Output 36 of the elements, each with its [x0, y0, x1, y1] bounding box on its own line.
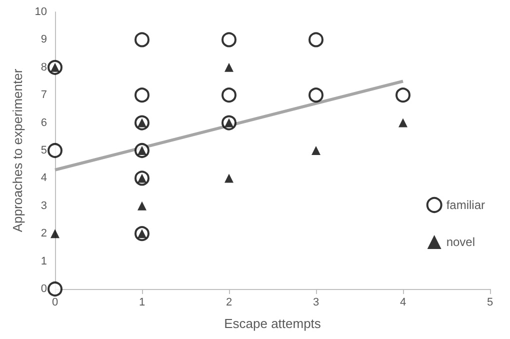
legend-label: novel: [446, 235, 476, 249]
point: [398, 118, 408, 128]
x-tick-label: 2: [226, 296, 232, 308]
point: [48, 282, 62, 296]
point: [134, 32, 150, 48]
point: [50, 229, 60, 238]
point: [48, 143, 62, 158]
y-tick-label: 7: [40, 89, 47, 102]
y-tick-label: 2: [40, 228, 47, 240]
point: [138, 201, 146, 210]
y-tick-label: 6: [40, 116, 47, 129]
y-axis-title: Approaches to experimenter: [10, 68, 25, 232]
point: [222, 32, 236, 48]
y-tick-label: 1: [40, 255, 47, 268]
point: [308, 88, 324, 103]
legend-label: familiar: [446, 198, 486, 212]
point: [134, 88, 150, 103]
y-tick-label: 3: [40, 200, 47, 212]
x-tick-label: 4: [400, 296, 406, 308]
y-tick-label: 10: [34, 6, 47, 18]
x-tick-label: 5: [486, 296, 494, 308]
point: [308, 32, 324, 48]
point: [224, 62, 234, 72]
y-tick-label: 4: [40, 172, 47, 184]
y-tick-label: 5: [40, 144, 47, 156]
point: [224, 174, 234, 183]
x-tick-label: 0: [52, 296, 58, 308]
y-tick-label: 9: [40, 34, 47, 46]
x-tick-label: 3: [312, 296, 320, 308]
y-tick-label: 8: [40, 61, 47, 74]
point: [396, 88, 410, 103]
point: [222, 88, 236, 103]
y-tick-label: 0: [40, 283, 47, 295]
point: [312, 146, 320, 155]
x-tick-label: 1: [138, 296, 146, 308]
x-axis-title: Escape attempts: [224, 316, 322, 331]
